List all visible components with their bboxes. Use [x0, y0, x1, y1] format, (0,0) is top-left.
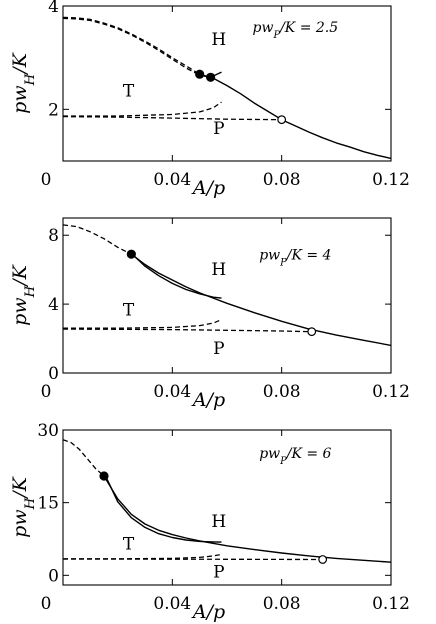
- plot-frame: [62, 429, 392, 586]
- region-label-T: T: [123, 300, 135, 320]
- x-tick-label: 0.08: [263, 594, 301, 614]
- critical-point-filled: [206, 72, 216, 82]
- x-tick-label: 0: [41, 170, 52, 190]
- region-label-H: H: [211, 260, 226, 280]
- critical-point-open: [307, 327, 317, 337]
- y-tick-label: 4: [48, 295, 59, 315]
- y-tick-label: 8: [48, 226, 59, 246]
- region-label-H: H: [211, 30, 226, 50]
- y-tick-label: 30: [37, 421, 59, 441]
- plot-frame: [62, 5, 392, 162]
- series-line-dashed: [63, 319, 222, 329]
- x-tick-label: 0.04: [153, 382, 191, 402]
- series-line-solid: [103, 475, 392, 563]
- x-tick-label: 0.04: [153, 594, 191, 614]
- parameter-annotation: pwP/K = 4: [259, 247, 331, 268]
- series-line-dashed: [62, 224, 132, 255]
- series-line-solid: [133, 255, 222, 299]
- series-line-dashed: [63, 553, 222, 560]
- y-tick-label: 15: [37, 494, 59, 514]
- region-label-H: H: [211, 512, 226, 532]
- x-axis-label: A/p: [191, 177, 225, 199]
- y-axis-label: pwH/K: [9, 263, 38, 325]
- y-tick-label: 2: [48, 100, 59, 120]
- critical-point-open: [277, 115, 287, 125]
- y-tick-label: 0: [48, 566, 59, 586]
- x-tick-label: 0.12: [372, 382, 410, 402]
- region-label-T: T: [123, 535, 135, 555]
- series-line-solid: [199, 73, 392, 160]
- series-line-dashed: [62, 16, 201, 75]
- series-line-solid: [130, 253, 392, 347]
- series-line-dashed: [62, 17, 211, 78]
- series-line-dashed: [63, 101, 222, 117]
- critical-point-open: [318, 555, 328, 564]
- x-axis-label: A/p: [191, 601, 225, 623]
- plot-frame: [62, 217, 392, 374]
- series-line-dashed: [62, 328, 312, 333]
- region-label-P: P: [213, 339, 224, 359]
- x-tick-label: 0.08: [263, 382, 301, 402]
- critical-point-filled: [195, 69, 205, 79]
- series-line-solid: [106, 478, 222, 543]
- x-axis-label: A/p: [191, 389, 225, 411]
- x-tick-label: 0.08: [263, 170, 301, 190]
- x-tick-label: 0.12: [372, 170, 410, 190]
- region-label-P: P: [213, 119, 224, 139]
- y-tick-label: 0: [48, 364, 59, 384]
- x-tick-label: 0: [41, 382, 52, 402]
- x-tick-label: 0: [41, 594, 52, 614]
- y-tick-label: 4: [48, 0, 59, 17]
- region-label-P: P: [213, 562, 224, 582]
- y-axis-label: pwH/K: [9, 475, 38, 537]
- critical-point-filled: [99, 471, 109, 481]
- y-axis-label: pwH/K: [9, 51, 38, 113]
- critical-point-filled: [126, 249, 136, 259]
- x-tick-label: 0.12: [372, 594, 410, 614]
- series-line-dashed: [62, 115, 282, 121]
- series-line-dashed: [62, 439, 105, 477]
- parameter-annotation: pwP/K = 6: [259, 446, 331, 467]
- x-tick-label: 0.04: [153, 170, 191, 190]
- region-label-T: T: [123, 81, 135, 101]
- parameter-annotation: pwP/K = 2.5: [253, 20, 339, 41]
